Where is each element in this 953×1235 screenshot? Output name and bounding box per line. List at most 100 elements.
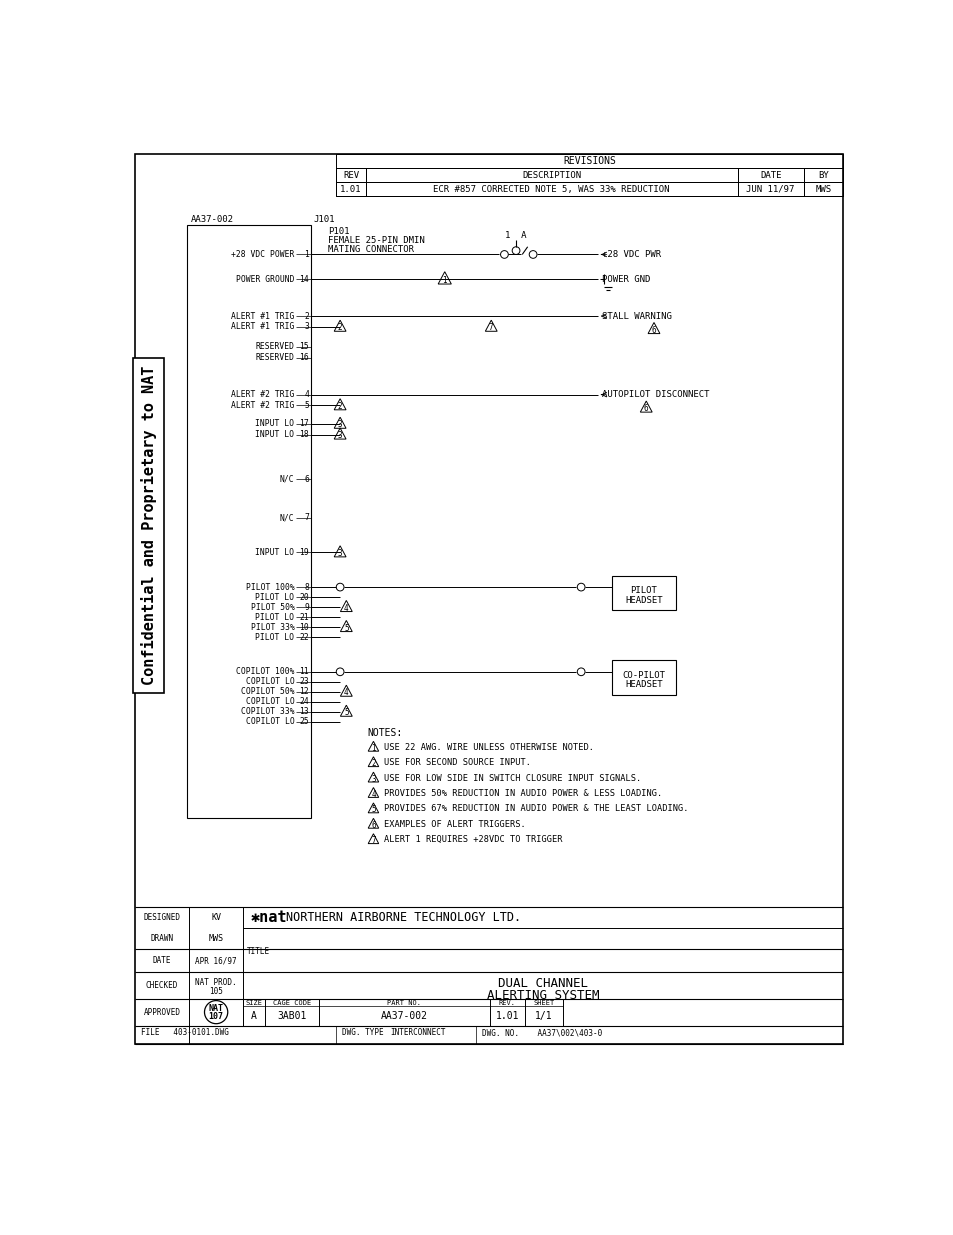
Text: PART NO.: PART NO. (387, 1000, 421, 1005)
Text: REV.: REV. (498, 1000, 516, 1005)
Text: ALERTING SYSTEM: ALERTING SYSTEM (486, 989, 598, 1002)
Text: CAGE CODE: CAGE CODE (273, 1000, 311, 1005)
Text: +28 VDC POWER: +28 VDC POWER (231, 249, 294, 259)
Text: 7: 7 (371, 836, 375, 845)
Text: NAT PROD.: NAT PROD. (195, 978, 236, 987)
Text: PROVIDES 50% REDUCTION IN AUDIO POWER & LESS LOADING.: PROVIDES 50% REDUCTION IN AUDIO POWER & … (384, 789, 661, 798)
Bar (335, 182, 365, 196)
Text: 4: 4 (371, 790, 375, 799)
Text: 1: 1 (304, 249, 309, 259)
Text: USE 22 AWG. WIRE UNLESS OTHERWISE NOTED.: USE 22 AWG. WIRE UNLESS OTHERWISE NOTED. (384, 742, 594, 752)
Text: JUN 11/97: JUN 11/97 (745, 184, 794, 194)
Text: 11: 11 (299, 667, 309, 677)
Text: 22: 22 (299, 632, 309, 642)
Text: 8: 8 (304, 583, 309, 592)
Text: COPILOT 33%: COPILOT 33% (240, 708, 294, 716)
Bar (335, 168, 842, 182)
Text: KV: KV (211, 913, 221, 923)
Text: 7: 7 (304, 514, 309, 522)
Text: 4: 4 (344, 604, 348, 613)
Text: USE FOR LOW SIDE IN SWITCH CLOSURE INPUT SIGNALS.: USE FOR LOW SIDE IN SWITCH CLOSURE INPUT… (384, 773, 640, 783)
Text: STALL WARNING: STALL WARNING (601, 311, 671, 321)
Text: 1: 1 (442, 275, 447, 285)
Text: 5: 5 (371, 805, 375, 814)
Text: FILE   403-0101.DWG: FILE 403-0101.DWG (141, 1029, 229, 1037)
Text: 2: 2 (371, 760, 375, 768)
Text: 107: 107 (209, 1013, 223, 1021)
Bar (335, 154, 842, 168)
Text: PROVIDES 67% REDUCTION IN AUDIO POWER & THE LEAST LOADING.: PROVIDES 67% REDUCTION IN AUDIO POWER & … (384, 804, 688, 814)
Text: 105: 105 (209, 987, 223, 995)
Text: 23: 23 (299, 677, 309, 687)
Text: P101: P101 (328, 227, 350, 236)
Text: 13: 13 (299, 708, 309, 716)
Text: PILOT 100%: PILOT 100% (245, 583, 294, 592)
Text: MATING CONNECTOR: MATING CONNECTOR (328, 246, 414, 254)
Text: COPILOT LO: COPILOT LO (245, 718, 294, 726)
Text: CO-PILOT: CO-PILOT (621, 671, 665, 680)
Text: MWS: MWS (815, 184, 830, 194)
Text: USE FOR SECOND SOURCE INPUT.: USE FOR SECOND SOURCE INPUT. (384, 758, 531, 767)
Text: PILOT LO: PILOT LO (255, 613, 294, 621)
Text: 5: 5 (344, 624, 348, 632)
Text: POWER GROUND: POWER GROUND (235, 274, 294, 284)
Text: 12: 12 (299, 688, 309, 697)
Text: 4: 4 (344, 688, 348, 698)
Text: 1/1: 1/1 (535, 1011, 552, 1021)
Text: DUAL CHANNEL: DUAL CHANNEL (497, 977, 588, 990)
Text: INTERCONNECT: INTERCONNECT (390, 1029, 446, 1037)
Text: 1: 1 (371, 743, 375, 753)
Text: 6: 6 (651, 326, 656, 335)
Text: INPUT LO: INPUT LO (255, 548, 294, 557)
Text: REV: REV (342, 170, 358, 179)
Text: AUTOPILOT DISCONNECT: AUTOPILOT DISCONNECT (601, 390, 709, 399)
Text: 2: 2 (304, 311, 309, 321)
Text: INPUT LO: INPUT LO (255, 420, 294, 429)
Text: 15: 15 (299, 342, 309, 352)
Text: 17: 17 (299, 420, 309, 429)
Text: N/C: N/C (279, 474, 294, 484)
Text: Confidential and Proprietary to NAT: Confidential and Proprietary to NAT (140, 366, 156, 685)
Text: 6: 6 (643, 404, 648, 414)
Text: HEADSET: HEADSET (624, 595, 662, 605)
Text: DATE: DATE (152, 956, 171, 965)
Text: POWER GND: POWER GND (601, 274, 650, 284)
Text: HEADSET: HEADSET (624, 680, 662, 689)
Text: 3: 3 (304, 322, 309, 331)
Text: 16: 16 (299, 353, 309, 362)
Bar (335, 168, 365, 182)
Bar (612, 576, 675, 610)
Text: DESCRIPTION: DESCRIPTION (521, 170, 580, 179)
Text: RESERVED: RESERVED (255, 342, 294, 352)
Text: DWG. TYPE: DWG. TYPE (342, 1029, 384, 1037)
Text: REVISIONS: REVISIONS (562, 157, 616, 167)
Text: 5: 5 (344, 709, 348, 718)
Text: AA37-002: AA37-002 (192, 215, 234, 224)
Text: EXAMPLES OF ALERT TRIGGERS.: EXAMPLES OF ALERT TRIGGERS. (384, 820, 525, 829)
Text: 4: 4 (304, 390, 309, 399)
Text: COPILOT LO: COPILOT LO (245, 677, 294, 687)
Text: NORTHERN AIRBORNE TECHNOLOGY LTD.: NORTHERN AIRBORNE TECHNOLOGY LTD. (286, 911, 520, 924)
Text: TITLE: TITLE (247, 947, 270, 956)
Text: PILOT 50%: PILOT 50% (251, 603, 294, 611)
Text: SIZE: SIZE (245, 1000, 262, 1005)
Bar (365, 168, 737, 182)
Text: +28 VDC PWR: +28 VDC PWR (601, 249, 660, 259)
Text: 18: 18 (299, 430, 309, 440)
Bar (737, 168, 802, 182)
Text: 3: 3 (371, 774, 375, 783)
Text: 3: 3 (337, 420, 342, 430)
Text: 1.01: 1.01 (340, 184, 361, 194)
Text: ALERT #1 TRIG: ALERT #1 TRIG (231, 311, 294, 321)
Text: PILOT LO: PILOT LO (255, 593, 294, 601)
Bar (365, 182, 737, 196)
Text: MWS: MWS (209, 935, 223, 944)
Text: 9: 9 (304, 603, 309, 611)
Text: 19: 19 (299, 548, 309, 557)
Text: DRAWN: DRAWN (151, 935, 173, 944)
Text: DWG. NO.    AA37\002\403-0: DWG. NO. AA37\002\403-0 (481, 1029, 601, 1037)
Text: ECR #857 CORRECTED NOTE 5, WAS 33% REDUCTION: ECR #857 CORRECTED NOTE 5, WAS 33% REDUC… (433, 184, 669, 194)
Text: ✱nat: ✱nat (251, 910, 287, 925)
Text: 20: 20 (299, 593, 309, 601)
Bar (187, 225, 311, 818)
